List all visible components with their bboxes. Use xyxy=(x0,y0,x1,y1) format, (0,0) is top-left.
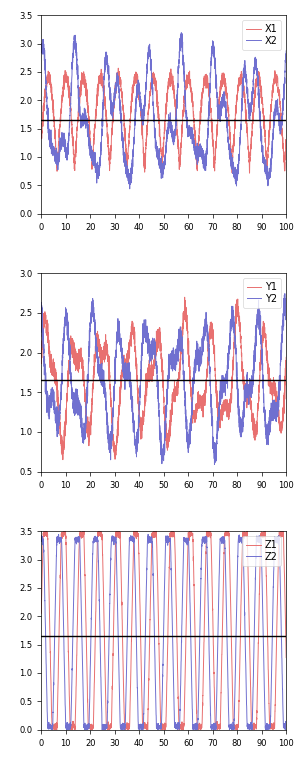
X2 xyxy=(144,78,148,87)
X2 xyxy=(68,128,71,137)
X1 xyxy=(144,144,148,154)
Y1 xyxy=(280,427,283,436)
X1 xyxy=(284,138,288,147)
Y2 xyxy=(40,298,43,307)
Z2 xyxy=(146,530,150,539)
Y1 xyxy=(40,347,43,356)
Z2 xyxy=(253,588,257,597)
Legend: Y1, Y2: Y1, Y2 xyxy=(243,278,281,308)
X1 xyxy=(280,113,283,122)
X2 xyxy=(40,41,43,50)
Z2 xyxy=(68,719,71,728)
Y1 xyxy=(68,359,71,369)
Line: Z1: Z1 xyxy=(41,529,286,732)
Y2 xyxy=(283,289,287,298)
Line: Y2: Y2 xyxy=(41,293,286,464)
Y1 xyxy=(134,347,137,356)
Z1 xyxy=(82,530,86,540)
Z1 xyxy=(40,609,43,618)
Y1 xyxy=(284,353,288,362)
X2 xyxy=(253,62,257,71)
Z1 xyxy=(253,722,257,731)
X2 xyxy=(128,184,132,193)
Y1 xyxy=(144,385,148,394)
Z1 xyxy=(145,727,149,736)
Y2 xyxy=(133,438,137,447)
Y2 xyxy=(144,319,148,328)
X1 xyxy=(68,91,71,100)
X1 xyxy=(82,74,86,83)
Y2 xyxy=(213,460,216,469)
Legend: X1, X2: X1, X2 xyxy=(242,20,281,50)
Y1 xyxy=(82,373,86,382)
Y2 xyxy=(68,342,71,351)
Z1 xyxy=(144,724,148,733)
Y1 xyxy=(253,425,257,434)
Z2 xyxy=(85,727,89,736)
Z1 xyxy=(284,653,288,662)
Line: X1: X1 xyxy=(41,68,286,173)
Y2 xyxy=(253,345,257,354)
Z2 xyxy=(82,718,86,727)
Y1 xyxy=(61,455,65,464)
Z2 xyxy=(40,531,43,540)
X2 xyxy=(280,122,283,131)
X1 xyxy=(40,131,43,140)
Z1 xyxy=(280,530,283,540)
Line: X2: X2 xyxy=(41,33,286,188)
Z2 xyxy=(284,722,288,731)
Z1 xyxy=(68,687,71,696)
X1 xyxy=(248,169,251,178)
X2 xyxy=(180,28,183,37)
Y1 xyxy=(183,293,186,302)
Z2 xyxy=(134,580,137,589)
Z2 xyxy=(144,604,148,613)
Y2 xyxy=(82,425,86,434)
Z2 xyxy=(280,635,283,644)
Line: Z2: Z2 xyxy=(41,534,286,732)
X1 xyxy=(117,64,120,73)
Legend: Z1, Z2: Z1, Z2 xyxy=(242,536,281,565)
Z1 xyxy=(116,524,120,534)
Y2 xyxy=(280,342,283,351)
X1 xyxy=(253,86,257,95)
Z1 xyxy=(134,528,137,537)
Y2 xyxy=(284,305,288,314)
X1 xyxy=(134,78,137,87)
X2 xyxy=(284,46,288,55)
X2 xyxy=(82,112,86,121)
Line: Y1: Y1 xyxy=(41,297,286,460)
X2 xyxy=(134,104,137,113)
